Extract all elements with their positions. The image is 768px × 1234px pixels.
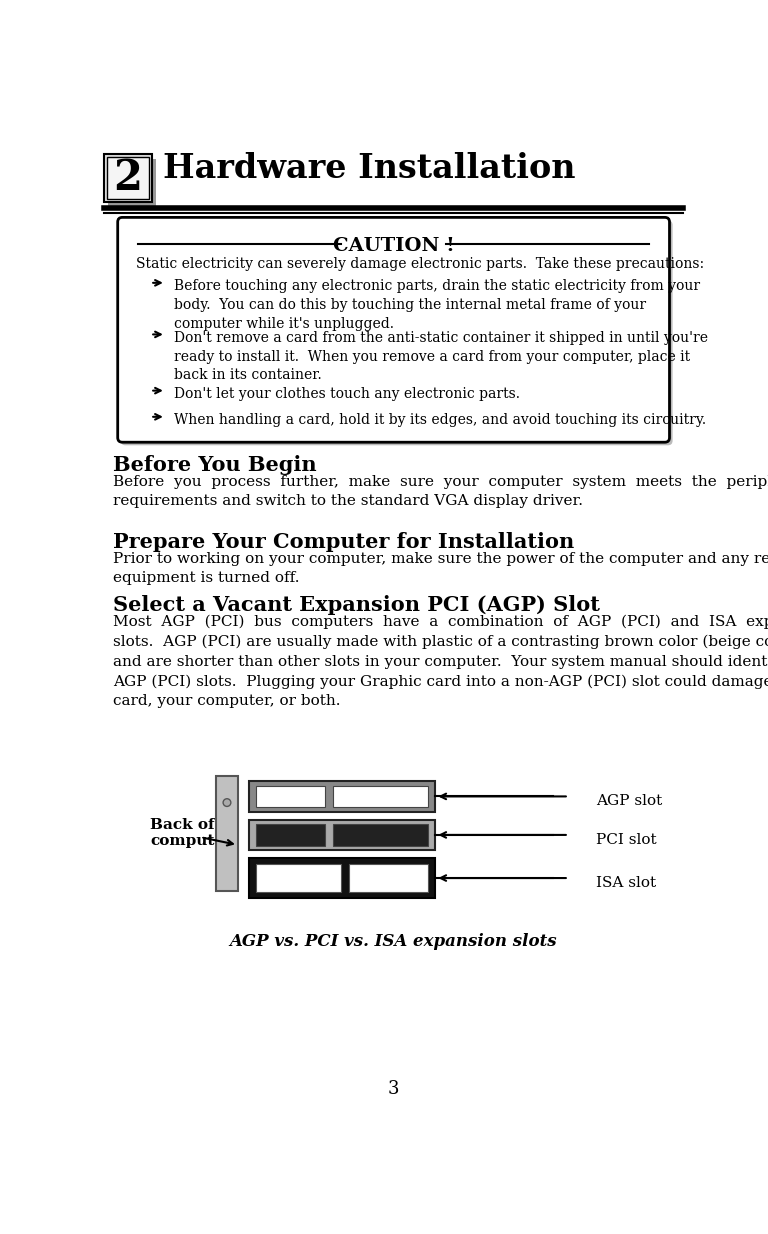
FancyBboxPatch shape (118, 217, 670, 442)
Bar (250, 819, 435, 850)
Bar (256, 786, 326, 807)
Bar (108, 159, 157, 206)
Bar (216, 776, 238, 891)
Bar (107, 157, 149, 199)
Text: When handling a card, hold it by its edges, and avoid touching its circuitry.: When handling a card, hold it by its edg… (174, 413, 706, 427)
Bar (250, 858, 435, 898)
Text: Before You Begin: Before You Begin (113, 454, 316, 475)
Text: Most  AGP  (PCI)  bus  computers  have  a  combination  of  AGP  (PCI)  and  ISA: Most AGP (PCI) bus computers have a comb… (113, 615, 768, 708)
Text: 2: 2 (113, 157, 142, 199)
Text: Back of
computer: Back of computer (151, 818, 233, 848)
Text: CAUTION !: CAUTION ! (333, 237, 455, 255)
Text: ISA slot: ISA slot (596, 876, 656, 890)
Text: Static electricity can severely damage electronic parts.  Take these precautions: Static electricity can severely damage e… (136, 258, 704, 271)
Text: Don't remove a card from the anti-static container it shipped in until you're
re: Don't remove a card from the anti-static… (174, 331, 707, 383)
Text: Select a Vacant Expansion PCI (AGP) Slot: Select a Vacant Expansion PCI (AGP) Slot (113, 595, 600, 615)
FancyBboxPatch shape (121, 221, 673, 445)
Text: Prior to working on your computer, make sure the power of the computer and any r: Prior to working on your computer, make … (113, 552, 768, 585)
Text: PCI slot: PCI slot (596, 833, 657, 847)
Bar (333, 824, 428, 845)
Text: Hardware Installation: Hardware Installation (163, 152, 575, 185)
Text: AGP vs. PCI vs. ISA expansion slots: AGP vs. PCI vs. ISA expansion slots (230, 933, 558, 950)
Bar (104, 154, 152, 202)
Bar (256, 864, 341, 892)
Text: Don't let your clothes touch any electronic parts.: Don't let your clothes touch any electro… (174, 386, 519, 401)
Text: Before  you  process  further,  make  sure  your  computer  system  meets  the  : Before you process further, make sure yo… (113, 475, 768, 508)
Bar (349, 864, 428, 892)
Bar (333, 786, 428, 807)
Bar (250, 781, 435, 812)
Text: 3: 3 (388, 1080, 399, 1098)
Circle shape (223, 798, 231, 807)
Text: Prepare Your Computer for Installation: Prepare Your Computer for Installation (113, 532, 574, 552)
Bar (256, 824, 326, 845)
Text: Before touching any electronic parts, drain the static electricity from your
bod: Before touching any electronic parts, dr… (174, 279, 700, 331)
Text: AGP slot: AGP slot (596, 793, 662, 808)
